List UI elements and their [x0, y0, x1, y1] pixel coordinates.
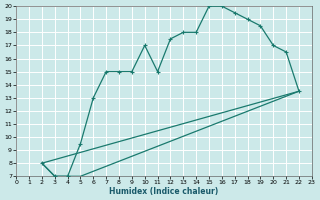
X-axis label: Humidex (Indice chaleur): Humidex (Indice chaleur) — [109, 187, 219, 196]
